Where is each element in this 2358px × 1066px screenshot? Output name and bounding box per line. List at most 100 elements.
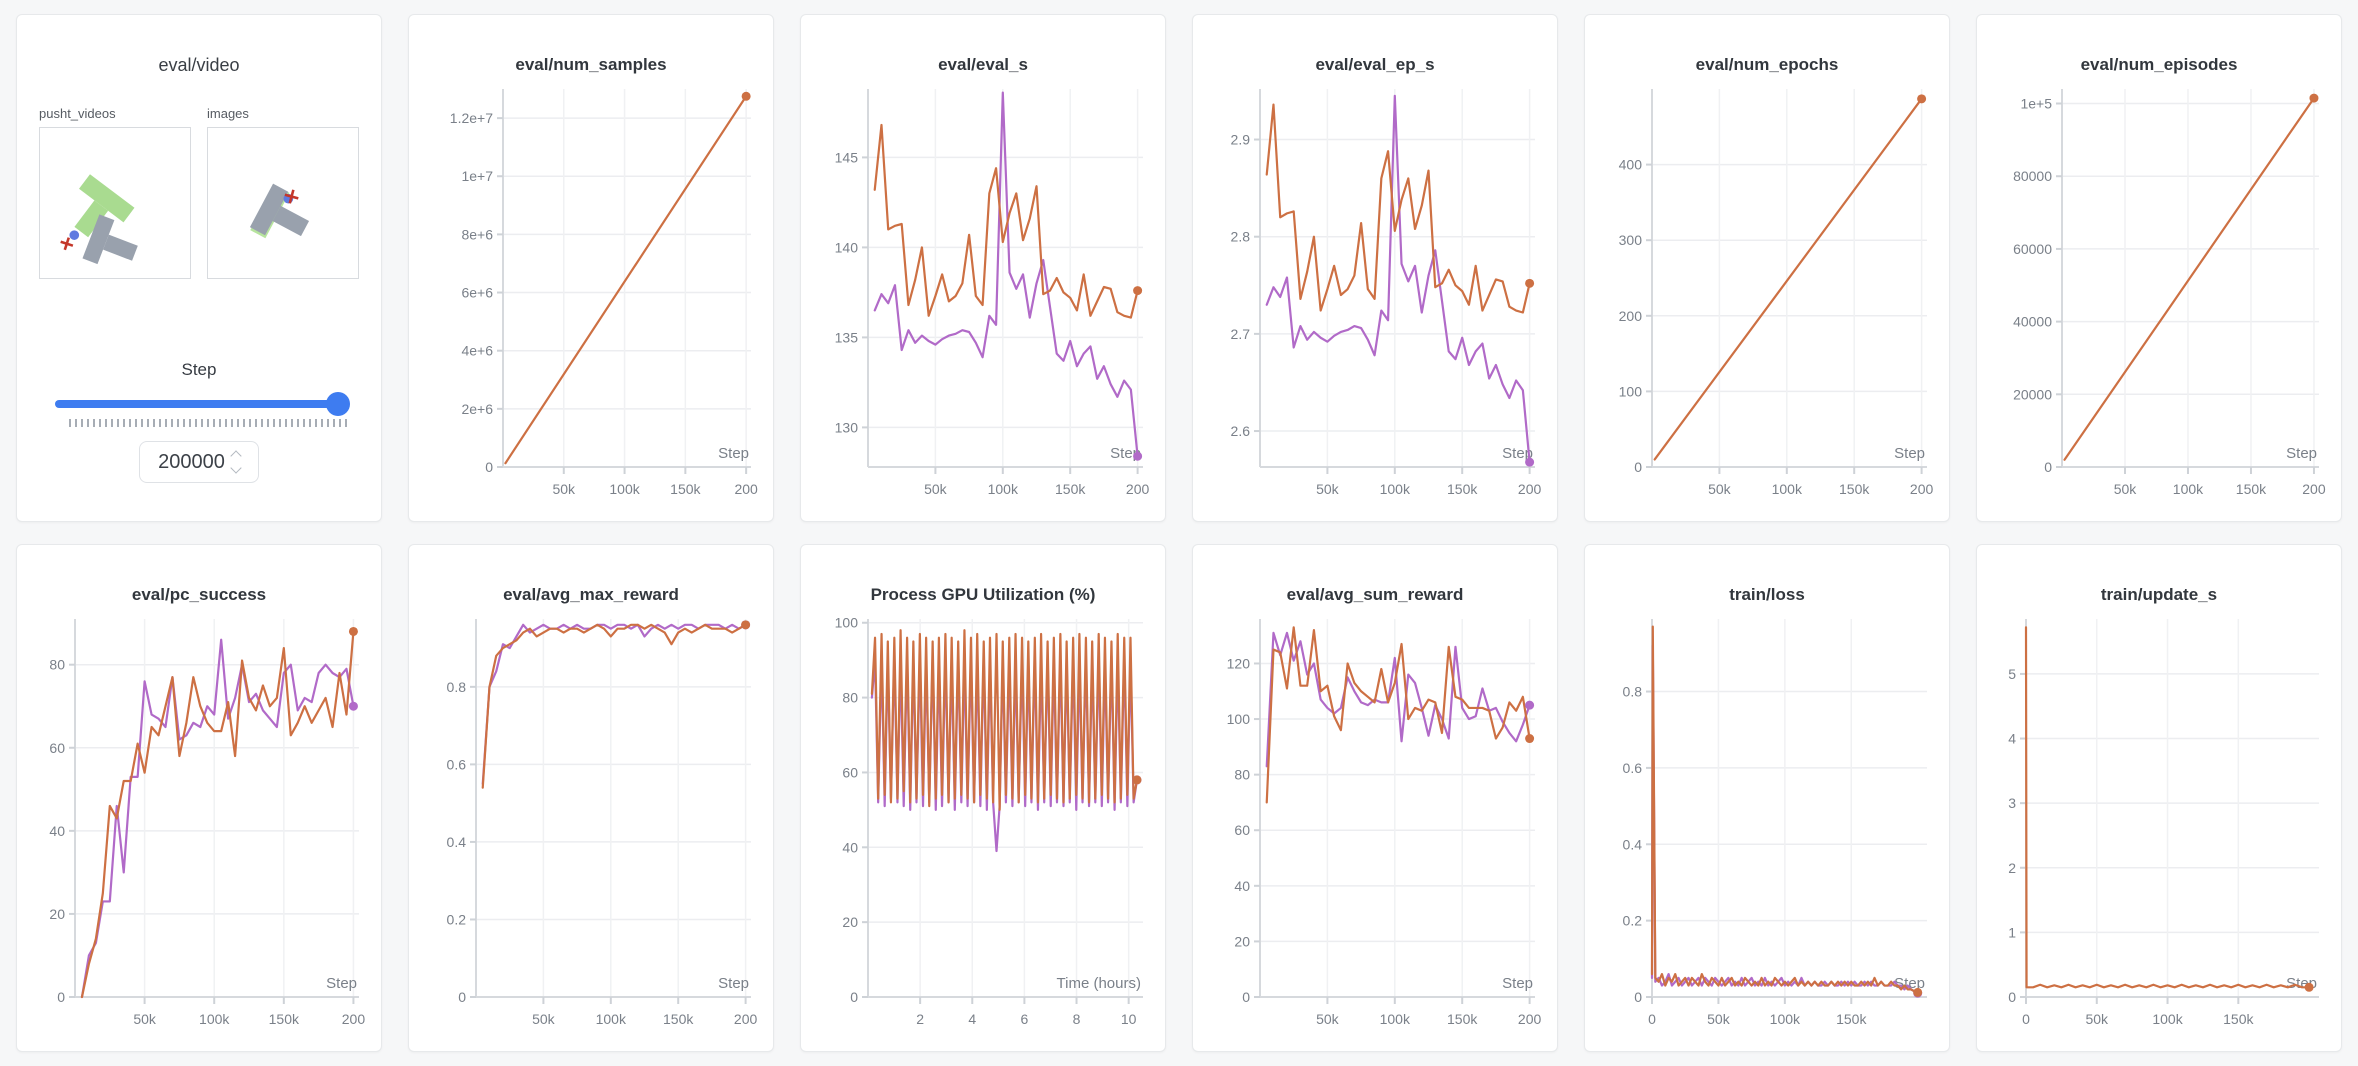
svg-text:50k: 50k xyxy=(133,1011,157,1027)
thumbnail-label: images xyxy=(207,106,249,121)
slider-thumb[interactable] xyxy=(326,392,350,416)
panel-eval-avg-sum-reward[interactable]: eval/avg_sum_reward 0 20 40 60 80 100 120 50k 10… xyxy=(1192,544,1558,1052)
chevron-down-icon[interactable] xyxy=(230,462,242,474)
pusht-render-image xyxy=(60,174,138,265)
panel-eval-num-episodes[interactable]: eval/num_episodes 0 20000 40000 60000 80000 1… xyxy=(1976,14,2342,522)
panel-eval-eval-ep-s[interactable]: eval/eval_ep_s 2.6 2.7 2.8 2.9 50k 100k 150k 20… xyxy=(1192,14,1558,522)
svg-text:0: 0 xyxy=(2008,989,2016,1005)
chart-eval-eval-ep-s[interactable]: 2.6 2.7 2.8 2.9 50k 100k 150k 200 Step xyxy=(1199,79,1551,513)
chart-eval-avg-max-reward[interactable]: 0 0.2 0.4 0.6 0.8 50k 100k 150k 200 Step xyxy=(415,609,767,1043)
svg-text:5: 5 xyxy=(2008,666,2016,682)
slider-track[interactable] xyxy=(55,400,343,408)
panel-eval-num-samples[interactable]: eval/num_samples 0 2e+6 4e+6 6e+6 8e+6 1e+7 1.… xyxy=(408,14,774,522)
panel-title: Process GPU Utilization (%) xyxy=(870,585,1096,604)
svg-text:100: 100 xyxy=(1227,711,1251,727)
pusht-render-image xyxy=(249,183,310,239)
panel-eval-video[interactable]: eval/video pusht_videos xyxy=(16,14,382,522)
svg-text:0.2: 0.2 xyxy=(447,911,467,927)
svg-text:145: 145 xyxy=(835,149,859,165)
svg-text:100k: 100k xyxy=(988,481,1019,497)
svg-text:60: 60 xyxy=(1234,822,1250,838)
svg-text:0.6: 0.6 xyxy=(447,756,467,772)
panel-title: eval/num_epochs xyxy=(1695,55,1839,74)
svg-text:200: 200 xyxy=(1518,1011,1542,1027)
svg-text:20: 20 xyxy=(1234,933,1250,949)
svg-text:200: 200 xyxy=(342,1011,366,1027)
svg-text:Step: Step xyxy=(1502,975,1533,992)
svg-text:2.8: 2.8 xyxy=(1231,229,1251,245)
svg-text:1.2e+7: 1.2e+7 xyxy=(450,110,493,126)
svg-text:60000: 60000 xyxy=(2013,241,2052,257)
svg-text:0: 0 xyxy=(1648,1011,1656,1027)
agent-dot xyxy=(69,230,80,240)
svg-text:150k: 150k xyxy=(663,1011,694,1027)
panel-eval-pc-success[interactable]: eval/pc_success 0 20 40 60 80 50k 100k 150k 200 S… xyxy=(16,544,382,1052)
svg-text:0: 0 xyxy=(850,989,858,1005)
svg-text:0: 0 xyxy=(485,459,493,475)
svg-text:50k: 50k xyxy=(1316,1011,1340,1027)
panel-train-update-s[interactable]: train/update_s 0 1 2 3 4 5 0 50k 100k 150k Step xyxy=(1976,544,2342,1052)
svg-text:140: 140 xyxy=(835,239,859,255)
svg-text:20000: 20000 xyxy=(2013,386,2052,402)
svg-text:2.9: 2.9 xyxy=(1231,132,1251,148)
svg-text:0.4: 0.4 xyxy=(1623,836,1643,852)
svg-text:Step: Step xyxy=(2286,445,2317,462)
svg-text:200: 200 xyxy=(1518,481,1542,497)
svg-text:0: 0 xyxy=(1634,989,1642,1005)
step-slider[interactable] xyxy=(55,392,350,416)
svg-text:2.6: 2.6 xyxy=(1231,423,1251,439)
svg-text:150k: 150k xyxy=(1836,1011,1867,1027)
thumbnail-images[interactable]: images xyxy=(207,106,359,279)
images-frame[interactable] xyxy=(207,127,359,279)
svg-text:150k: 150k xyxy=(2223,1011,2254,1027)
svg-text:8e+6: 8e+6 xyxy=(461,226,493,242)
svg-text:4: 4 xyxy=(2008,731,2016,747)
panel-eval-avg-max-reward[interactable]: eval/avg_max_reward 0 0.2 0.4 0.6 0.8 50k 100k… xyxy=(408,544,774,1052)
svg-text:Step: Step xyxy=(326,975,357,992)
svg-text:0.2: 0.2 xyxy=(1623,913,1643,929)
svg-text:80000: 80000 xyxy=(2013,168,2052,184)
panel-process-gpu-utilization[interactable]: Process GPU Utilization (%) 0 20 40 60 80 100… xyxy=(800,544,1166,1052)
stepper-arrows[interactable] xyxy=(230,450,242,474)
thumbnail-label: pusht_videos xyxy=(39,106,116,121)
panel-train-loss[interactable]: train/loss 0 0.2 0.4 0.6 0.8 0 50k 100k 150k Step xyxy=(1584,544,1950,1052)
svg-text:0: 0 xyxy=(57,989,65,1005)
thumbnail-pusht-videos[interactable]: pusht_videos xyxy=(39,106,191,279)
svg-text:2: 2 xyxy=(2008,860,2016,876)
chevron-up-icon[interactable] xyxy=(230,450,242,462)
svg-text:1e+7: 1e+7 xyxy=(461,168,493,184)
panel-title: train/update_s xyxy=(2100,585,2218,604)
svg-text:6e+6: 6e+6 xyxy=(461,285,493,301)
svg-text:Step: Step xyxy=(1110,445,1141,462)
pusht-video-frame[interactable] xyxy=(39,127,191,279)
svg-text:Step: Step xyxy=(1894,445,1925,462)
svg-text:200: 200 xyxy=(734,1011,758,1027)
svg-text:50k: 50k xyxy=(532,1011,556,1027)
step-number-input[interactable]: 200000 xyxy=(139,441,259,483)
panel-title: eval/eval_ep_s xyxy=(1315,55,1435,74)
chart-eval-num-samples[interactable]: 0 2e+6 4e+6 6e+6 8e+6 1e+7 1.2e+7 50k 100k 150k 20… xyxy=(415,79,767,513)
svg-text:Step: Step xyxy=(718,445,749,462)
svg-text:100k: 100k xyxy=(2152,1011,2183,1027)
panel-title: eval/num_samples xyxy=(515,55,667,74)
chart-eval-avg-sum-reward[interactable]: 0 20 40 60 80 100 120 50k 100k 150k 200 Step xyxy=(1199,609,1551,1043)
chart-eval-num-epochs[interactable]: 0 100 200 300 400 50k 100k 150k 200 Step xyxy=(1591,79,1943,513)
panel-eval-eval-s[interactable]: eval/eval_s 130 135 140 145 50k 100k 150k 200 St… xyxy=(800,14,1166,522)
chart-eval-num-episodes[interactable]: 0 20000 40000 60000 80000 1e+5 50k 100k 150k 200 S… xyxy=(1983,79,2335,513)
svg-text:200: 200 xyxy=(1910,481,1934,497)
svg-text:60: 60 xyxy=(842,764,858,780)
svg-text:40: 40 xyxy=(1234,878,1250,894)
svg-text:200: 200 xyxy=(1619,308,1643,324)
step-value: 200000 xyxy=(158,450,225,473)
svg-text:100k: 100k xyxy=(1380,1011,1411,1027)
chart-eval-pc-success[interactable]: 0 20 40 60 80 50k 100k 150k 200 Step xyxy=(23,609,375,1043)
svg-text:4e+6: 4e+6 xyxy=(461,343,493,359)
svg-text:80: 80 xyxy=(842,690,858,706)
panel-eval-num-epochs[interactable]: eval/num_epochs 0 100 200 300 400 50k 100k 150k… xyxy=(1584,14,1950,522)
svg-text:80: 80 xyxy=(1234,767,1250,783)
chart-eval-eval-s[interactable]: 130 135 140 145 50k 100k 150k 200 Step xyxy=(807,79,1159,513)
chart-process-gpu-utilization[interactable]: 0 20 40 60 80 100 2 4 6 8 10 Time (hours) xyxy=(807,609,1159,1043)
